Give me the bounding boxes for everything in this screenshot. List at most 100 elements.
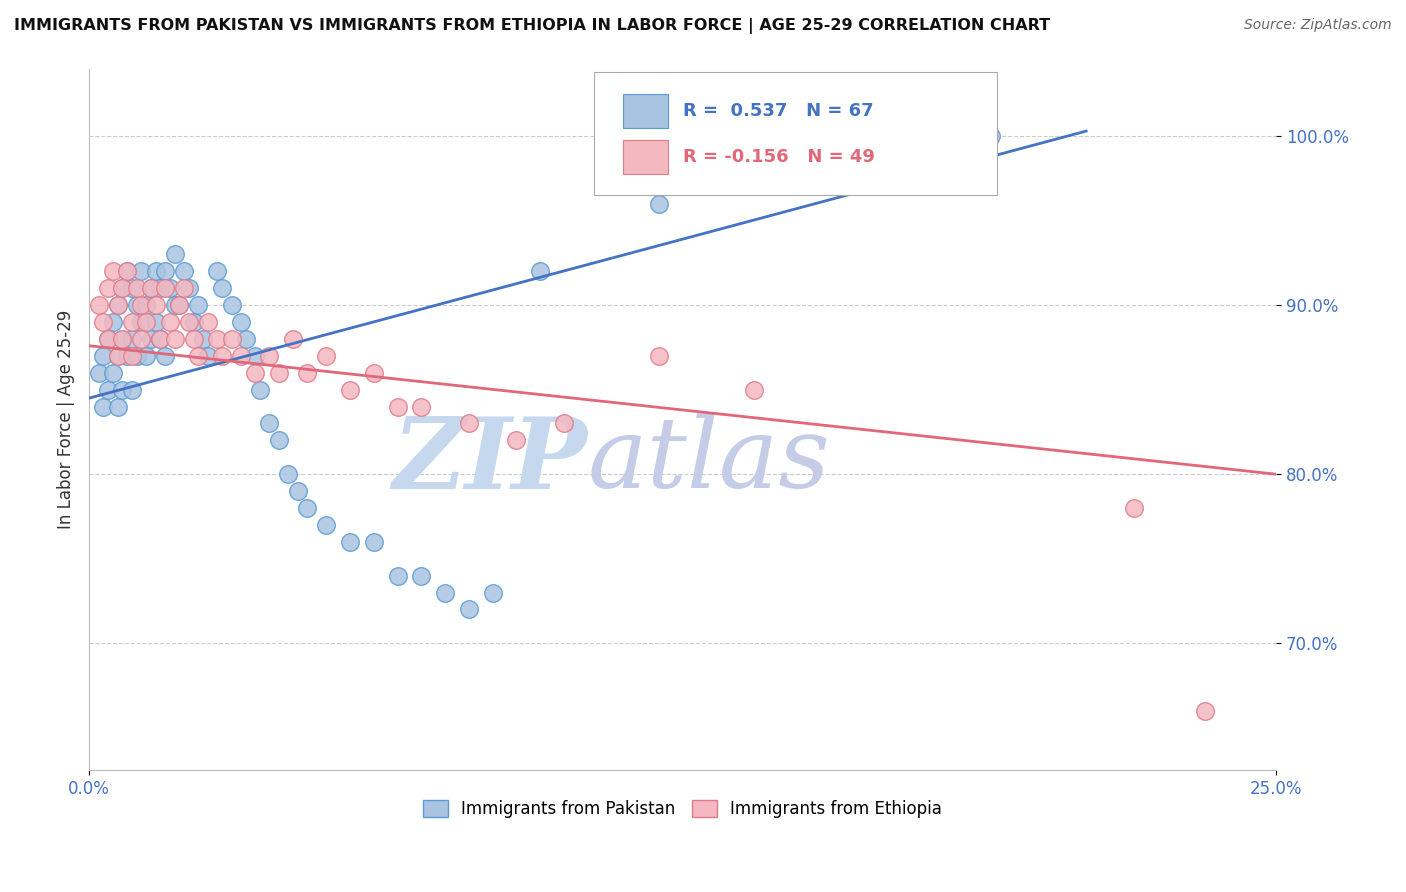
Point — [458, 417, 481, 431]
Point — [339, 383, 361, 397]
Point — [145, 298, 167, 312]
Point — [111, 281, 134, 295]
Point — [838, 137, 860, 152]
Point — [267, 434, 290, 448]
Point — [163, 247, 186, 261]
Y-axis label: In Labor Force | Age 25-29: In Labor Force | Age 25-29 — [58, 310, 75, 529]
Point — [267, 366, 290, 380]
Point — [339, 534, 361, 549]
Point — [111, 332, 134, 346]
Point — [207, 264, 229, 278]
Point — [169, 298, 191, 312]
FancyBboxPatch shape — [593, 72, 997, 194]
Point — [229, 349, 252, 363]
Point — [505, 434, 527, 448]
Point — [139, 281, 162, 295]
Point — [129, 332, 152, 346]
Legend: Immigrants from Pakistan, Immigrants from Ethiopia: Immigrants from Pakistan, Immigrants fro… — [416, 793, 949, 825]
Point — [125, 298, 148, 312]
Point — [363, 534, 385, 549]
Point — [183, 332, 205, 346]
Point — [107, 349, 129, 363]
Point — [648, 349, 671, 363]
Point — [177, 281, 200, 295]
Point — [111, 332, 134, 346]
Point — [221, 332, 243, 346]
Point — [163, 298, 186, 312]
Point — [159, 315, 181, 329]
Point — [211, 349, 233, 363]
Point — [91, 400, 114, 414]
Point — [145, 315, 167, 329]
Point — [87, 298, 110, 312]
Point — [297, 501, 319, 516]
Point — [229, 315, 252, 329]
Point — [111, 383, 134, 397]
Point — [111, 281, 134, 295]
Point — [149, 332, 172, 346]
Point — [159, 281, 181, 295]
Point — [183, 315, 205, 329]
Point — [97, 332, 120, 346]
Point — [87, 366, 110, 380]
Point — [191, 332, 214, 346]
Bar — [623, 140, 668, 174]
Point — [187, 298, 209, 312]
Point — [115, 349, 138, 363]
Point — [207, 332, 229, 346]
Point — [387, 568, 409, 582]
Point — [91, 349, 114, 363]
Point — [125, 281, 148, 295]
Point — [107, 349, 129, 363]
Point — [153, 281, 176, 295]
Point — [235, 332, 257, 346]
Point — [121, 315, 143, 329]
Point — [135, 315, 157, 329]
Point — [221, 298, 243, 312]
Point — [277, 467, 299, 482]
Point — [245, 349, 267, 363]
Point — [129, 315, 152, 329]
Point — [742, 383, 765, 397]
Point — [101, 366, 124, 380]
Point — [129, 298, 152, 312]
Point — [121, 383, 143, 397]
Point — [97, 383, 120, 397]
Point — [121, 332, 143, 346]
Point — [121, 349, 143, 363]
Point — [245, 366, 267, 380]
Text: R =  0.537   N = 67: R = 0.537 N = 67 — [682, 103, 873, 120]
Text: atlas: atlas — [588, 414, 831, 509]
Point — [1122, 501, 1144, 516]
Point — [411, 568, 433, 582]
Point — [211, 281, 233, 295]
Point — [177, 315, 200, 329]
Point — [742, 154, 765, 169]
Point — [107, 400, 129, 414]
Point — [529, 264, 551, 278]
Point — [121, 281, 143, 295]
Point — [648, 196, 671, 211]
Text: R = -0.156   N = 49: R = -0.156 N = 49 — [682, 148, 875, 166]
Point — [97, 281, 120, 295]
Point — [169, 298, 191, 312]
Point — [363, 366, 385, 380]
Point — [259, 349, 281, 363]
Point — [101, 315, 124, 329]
Point — [259, 417, 281, 431]
Point — [387, 400, 409, 414]
Point — [135, 298, 157, 312]
Point — [980, 129, 1002, 144]
Point — [411, 400, 433, 414]
Point — [315, 517, 337, 532]
Text: Source: ZipAtlas.com: Source: ZipAtlas.com — [1244, 18, 1392, 32]
Point — [315, 349, 337, 363]
Point — [553, 417, 575, 431]
Point — [149, 332, 172, 346]
Point — [125, 349, 148, 363]
Point — [197, 315, 219, 329]
Point — [115, 264, 138, 278]
Point — [249, 383, 271, 397]
Point — [173, 281, 195, 295]
Bar — [623, 95, 668, 128]
